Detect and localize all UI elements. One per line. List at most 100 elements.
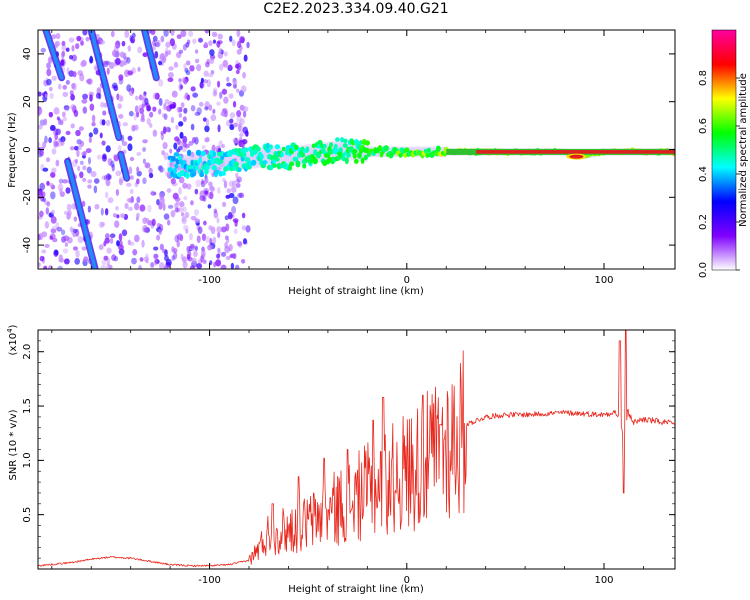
noise-speckle (126, 84, 132, 92)
noise-speckle (51, 209, 55, 215)
noise-speckle (237, 192, 243, 198)
noise-speckle (241, 225, 247, 231)
noise-speckle (235, 172, 239, 179)
noise-speckle (210, 226, 216, 235)
noise-speckle (41, 249, 47, 254)
noise-speckle (174, 196, 181, 202)
noise-speckle (217, 80, 221, 88)
noise-speckle (178, 78, 182, 83)
noise-speckle (87, 205, 92, 213)
noise-speckle (170, 161, 176, 168)
noise-speckle (162, 248, 168, 254)
noise-speckle (182, 182, 188, 189)
noise-speckle (236, 88, 240, 93)
noise-speckle (201, 249, 206, 257)
noise-speckle (100, 207, 104, 216)
noise-speckle (236, 30, 241, 38)
noise-speckle (167, 127, 171, 133)
noise-speckle (69, 146, 75, 151)
noise-speckle (211, 144, 216, 152)
noise-speckle (129, 175, 134, 180)
noise-speckle (190, 200, 194, 206)
track-blob (295, 162, 301, 168)
noise-speckle (170, 210, 176, 218)
noise-speckle (111, 254, 117, 262)
noise-speckle (60, 136, 66, 143)
noise-speckle (40, 47, 46, 53)
noise-speckle (110, 160, 115, 168)
noise-speckle (63, 258, 70, 265)
noise-speckle (190, 215, 197, 221)
noise-speckle (154, 259, 160, 265)
track-blob (186, 149, 192, 157)
noise-speckle (231, 39, 236, 47)
noise-speckle (206, 58, 210, 65)
track-blob (212, 150, 217, 157)
noise-speckle (159, 166, 165, 173)
noise-speckle (229, 35, 233, 42)
noise-speckle (53, 141, 57, 149)
y-tick-label: -20 (22, 189, 33, 205)
noise-speckle (225, 255, 231, 261)
noise-speckle (39, 255, 45, 262)
noise-speckle (232, 83, 237, 89)
noise-speckle (81, 246, 87, 251)
noise-speckle (53, 107, 60, 115)
noise-speckle (193, 209, 200, 216)
noise-speckle (167, 50, 171, 56)
noise-speckle (55, 159, 60, 167)
y-tick-label: 0 (22, 146, 33, 152)
noise-speckle (95, 92, 101, 99)
noise-speckle (119, 95, 124, 102)
noise-speckle (73, 145, 79, 151)
noise-speckle (71, 54, 78, 62)
noise-speckle (82, 106, 88, 114)
noise-speckle (167, 204, 174, 209)
noise-speckle (89, 57, 94, 64)
track-blob (195, 149, 202, 156)
noise-speckle (118, 176, 125, 183)
noise-speckle (150, 261, 155, 268)
noise-speckle (55, 128, 61, 136)
track-blob (345, 152, 351, 158)
track-blob (243, 147, 249, 153)
noise-speckle (68, 37, 75, 43)
noise-speckle (222, 201, 227, 208)
noise-speckle (149, 123, 153, 128)
noise-speckle (48, 86, 53, 92)
noise-speckle (203, 220, 207, 226)
noise-speckle (216, 40, 221, 48)
noise-speckle (232, 100, 237, 108)
noise-speckle (246, 41, 250, 49)
noise-speckle (75, 250, 80, 258)
noise-speckle (88, 132, 93, 138)
noise-speckle (218, 48, 223, 55)
noise-speckle (93, 185, 98, 194)
noise-speckle (91, 114, 96, 123)
noise-speckle (180, 30, 187, 38)
noise-speckle (136, 196, 141, 204)
noise-speckle (44, 93, 48, 98)
track-blob (364, 140, 371, 146)
noise-speckle (194, 245, 198, 251)
noise-speckle (74, 158, 78, 164)
noise-speckle (232, 252, 237, 260)
spectrogram-track (167, 137, 675, 180)
noise-speckle (66, 203, 72, 212)
noise-speckle (162, 203, 166, 211)
noise-speckle (204, 41, 208, 48)
noise-speckle (44, 135, 48, 144)
noise-speckle (169, 103, 176, 109)
noise-speckle (236, 240, 243, 246)
noise-speckle (115, 40, 121, 49)
noise-speckle (183, 196, 188, 201)
noise-speckle (238, 192, 245, 199)
noise-speckle (91, 121, 96, 127)
noise-speckle (228, 64, 232, 70)
track-blob (274, 144, 281, 150)
noise-speckle (170, 116, 175, 124)
noise-speckle (163, 113, 168, 121)
x-tick-label: -100 (198, 575, 221, 586)
noise-speckle (116, 240, 120, 247)
noise-speckle (185, 70, 191, 76)
